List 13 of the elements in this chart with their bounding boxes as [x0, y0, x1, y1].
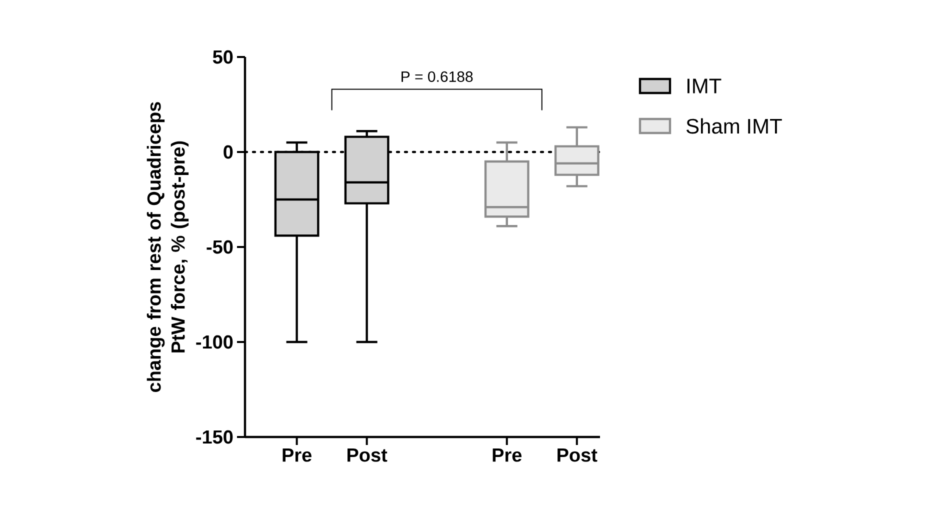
legend-label: IMT — [687, 78, 722, 94]
y-tick-label: -50 — [206, 240, 233, 254]
x-tick-label: Pre — [492, 448, 522, 462]
x-tick-label: Pre — [282, 448, 312, 462]
y-tick-label: 50 — [212, 50, 233, 64]
y-tick-label: 0 — [224, 145, 233, 159]
legend-label: Sham IMT — [686, 118, 782, 134]
x-tick-label: Post — [558, 448, 598, 462]
x-tick-label: Post — [348, 448, 388, 462]
y-tick-label: -100 — [196, 335, 233, 349]
annotation: P = 0.6188 — [402, 71, 473, 82]
y-tick-label: -150 — [196, 430, 233, 444]
y-axis-title: change from rest of Quadriceps PtW force, % (post-pre) — [146, 102, 189, 392]
